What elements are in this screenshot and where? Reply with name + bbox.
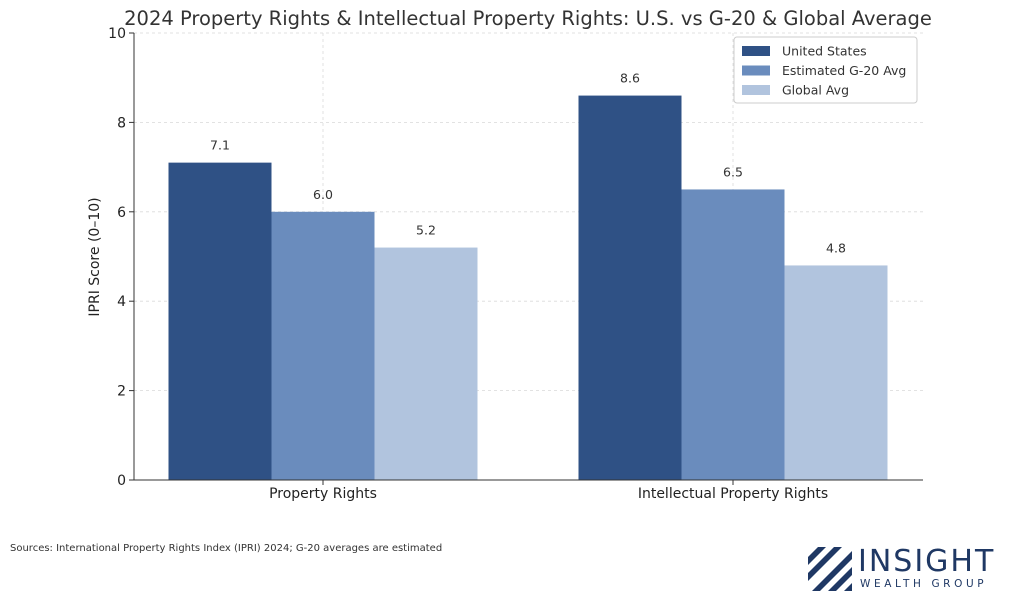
bar [168,162,272,480]
legend-entry: Global Avg [782,83,849,98]
legend-swatch [742,85,770,95]
legend-swatch [742,46,770,56]
y-tick-label: 2 [117,384,126,400]
legend-entry: United States [782,44,867,59]
legend-entry: Estimated G-20 Avg [782,63,906,78]
y-tick-label: 8 [117,115,126,131]
logo-wordmark: INSIGHT [858,544,996,579]
y-tick-label: 6 [117,205,126,221]
legend-swatch [742,65,770,76]
logo-stripes-icon [808,547,852,591]
data-labels: 7.1 6.0 5.2 8.6 6.5 4.8 [210,71,846,256]
logo-tagline: WEALTH GROUP [860,578,988,590]
tick-labels: 0 2 4 6 8 10 Property Rights Intellectual Prope… [108,26,828,502]
axes [133,33,923,481]
bar [271,211,375,481]
y-tick-label: 10 [108,26,126,42]
x-tick-label: Intellectual Property Rights [638,486,828,502]
chart-title: 2024 Property Rights & Intellectual Prop… [124,7,932,30]
y-tick-label: 0 [117,473,126,489]
x-tick-label: Property Rights [269,486,377,502]
bar [374,247,478,480]
bar [578,95,682,480]
bar [681,189,785,480]
data-label: 7.1 [210,138,230,153]
legend-box [733,36,918,104]
data-label: 6.5 [723,164,743,179]
data-label: 4.8 [826,240,846,255]
data-label: 6.0 [313,187,333,202]
bar-chart: 2024 Property Rights & Intellectual Prop… [87,7,932,502]
bars [168,95,888,481]
source-note: Sources: International Property Rights I… [10,543,443,554]
bar [784,265,888,480]
company-logo: INSIGHT WEALTH GROUP [808,544,1013,595]
legend: United States Estimated G-20 Avg Global Av… [733,36,918,104]
y-axis-label: IPRI Score (0–10) [87,197,103,316]
y-tick-label: 4 [117,294,126,310]
data-label: 8.6 [620,71,640,86]
data-label: 5.2 [416,223,436,238]
